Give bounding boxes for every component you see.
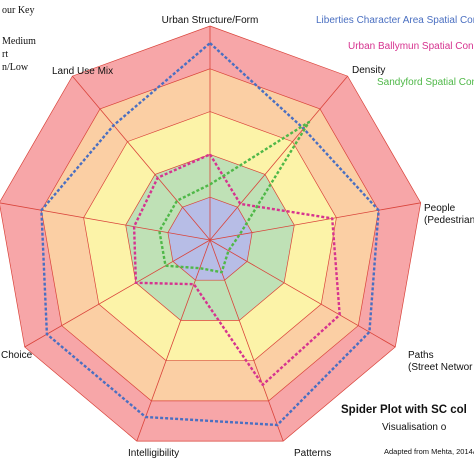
colour-key-line-3: n/Low [2,62,29,73]
axis-label-1: Density [352,65,385,76]
source-note: Adapted from Mehta, 2014& [384,447,474,456]
legend-entry-1: Urban Ballymun Spatial Con [348,41,474,52]
axis-spoke-7 [0,202,211,241]
chart-title: Spider Plot with SC col [341,404,467,416]
axis-label-3-line-1: (Street Networ [408,362,473,373]
axis-label-6: Choice [1,350,33,361]
axis-spoke-3 [209,239,396,348]
axis-spoke-1 [209,75,348,241]
colour-key-line-2: rt [2,49,8,60]
axis-label-4: Patterns [294,448,331,459]
axis-label-3-line-0: Paths [408,350,434,361]
axis-lines [0,26,421,442]
colour-key-line-1: Medium [2,36,36,47]
axis-spoke-2 [209,202,421,241]
legend-entry-2: Sandyford Spatial Con [377,77,474,88]
axis-label-0: Urban Structure/Form [162,15,259,26]
axis-label-2-line-0: People [424,203,456,214]
caption: Spider Plot with SC col Visualisation o … [341,404,474,456]
series-line-0 [40,41,380,427]
legend-entry-0: Liberties Character Area Spatial Com [316,15,474,26]
axis-spoke-4 [209,239,284,442]
axis-spoke-5 [136,239,211,442]
colour-key-title: our Key [2,5,35,16]
axis-label-2-line-1: (Pedestrian [424,215,474,226]
chart-subtitle: Visualisation o [382,422,447,433]
series-layer [40,41,380,427]
axis-spoke-8 [72,75,211,241]
colour-key: our Key Medium rt n/Low [2,5,36,73]
axis-label-5: Intelligibility [128,448,179,459]
series-line-2 [158,120,311,274]
axis-spoke-6 [24,239,211,348]
legend: Liberties Character Area Spatial Com Urba… [316,15,474,88]
axis-label-8: Land Use Mix [52,66,113,77]
series-line-1 [132,153,341,386]
axis-labels: Urban Structure/Form Density People(Pedest… [1,15,474,459]
